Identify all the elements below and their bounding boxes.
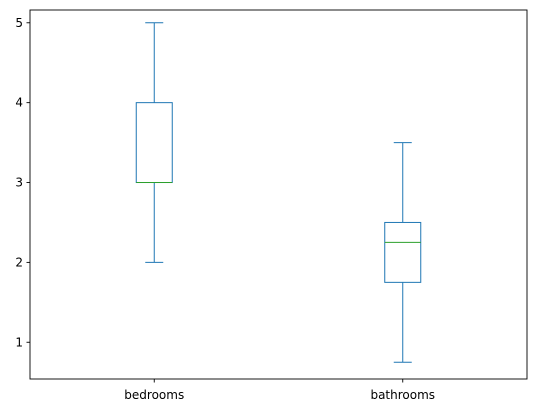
box-bathrooms bbox=[384, 221, 422, 283]
plot-layer: 1 2 3 4 5 bedrooms bathrooms bbox=[15, 9, 528, 402]
y-tick-label: 1 bbox=[15, 335, 23, 349]
x-tick-label: bedrooms bbox=[124, 388, 184, 402]
x-tick-label: bathrooms bbox=[370, 388, 435, 402]
y-tick-label: 2 bbox=[15, 255, 23, 269]
axes-frame bbox=[29, 9, 528, 380]
y-tick-label: 5 bbox=[15, 16, 23, 30]
y-tick-label: 3 bbox=[15, 176, 23, 190]
box-bedrooms bbox=[135, 102, 173, 184]
y-tick-label: 4 bbox=[15, 96, 23, 110]
